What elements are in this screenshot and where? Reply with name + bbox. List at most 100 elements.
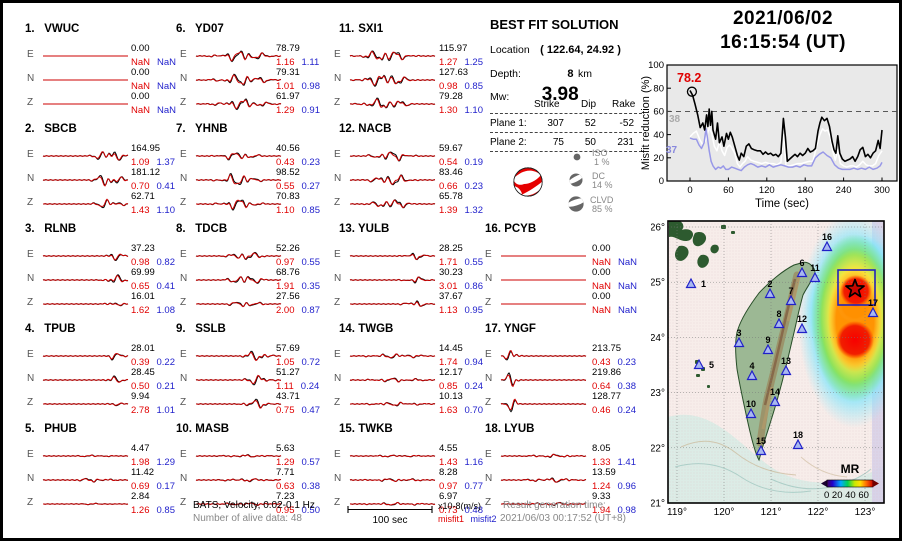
component-label: N [27, 73, 35, 84]
misfit2-value: 1.11 [301, 57, 320, 68]
synthetic-trace [500, 350, 587, 360]
misfit-values: 1.94 0.98 [592, 505, 636, 517]
misfit-values: NaN NaN [592, 305, 637, 317]
synthetic-trace [42, 275, 129, 283]
station-triangle [773, 317, 785, 329]
misfit-values: 0.85 0.24 [439, 381, 483, 393]
misfit-values: 0.98 0.85 [439, 81, 483, 93]
waveform-trace [349, 151, 436, 162]
misfit-values: 1.29 0.91 [276, 105, 320, 117]
station-number: 2. [25, 123, 35, 135]
station-number: 12. [339, 123, 355, 135]
station-number-label: 6 [799, 258, 804, 268]
amplitude-value: 127.63 [439, 67, 469, 78]
amplitude-value: 14.45 [439, 343, 463, 354]
component-label: E [334, 149, 341, 160]
misfit-values: 1.24 0.96 [592, 481, 636, 493]
waveform-trace [43, 79, 128, 81]
waveform-trace [349, 276, 436, 284]
amplitude-value: 51.27 [276, 367, 300, 378]
station-number-label: 2 [767, 279, 772, 289]
y-axis-title: Misfit reduction (%) [640, 76, 652, 170]
y-tick-label: 100 [648, 60, 664, 71]
station-number-label: 14 [770, 387, 780, 397]
waveform-trace [349, 353, 436, 359]
x-tick-label: 300 [874, 185, 890, 196]
waveform-trace [43, 55, 128, 57]
amplitude-value: 0.00 [592, 267, 611, 278]
misfit1-value: 1.29 [276, 457, 295, 468]
misfit2-value: 0.24 [464, 381, 484, 392]
misfit1-value: 1.27 [439, 57, 458, 68]
x-tick-label: 0 [687, 185, 692, 196]
misfit-values: 0.97 0.77 [439, 481, 483, 493]
station-block: 16. PCYB E 0.00 NaN NaN N 0.00 NaN NaN Z 0.00 NaN Na… [3, 223, 663, 323]
misfit-values: 1.27 1.25 [439, 57, 483, 69]
misfit1-value: 1.39 [439, 205, 458, 216]
misfit2-value: 0.55 [301, 257, 321, 268]
waveform-trace [195, 398, 282, 409]
dc-label: DC [592, 171, 605, 181]
misfit1-value: 1.94 [592, 505, 611, 516]
station-block: 3. RLNB E 37.23 0.98 0.82 N 69.99 0.65 0.41 Z 16.0… [3, 223, 663, 323]
misfit1-value: 1.01 [276, 81, 295, 92]
station-header: 1. VWUC [25, 23, 79, 35]
plane1-dip: 52 [584, 118, 596, 129]
misfit2-value: 0.24 [617, 405, 637, 416]
component-label: E [334, 449, 341, 460]
mr-heatmap [798, 221, 884, 428]
misfit1-value: 2.00 [276, 305, 295, 316]
amplitude-value: 28.25 [439, 243, 463, 254]
misfit2-value: 0.95 [464, 305, 484, 316]
misfit1-value: NaN [592, 281, 612, 292]
misfit-values: 0.70 0.41 [131, 181, 175, 193]
amplitude-value: 28.01 [131, 343, 155, 354]
station-block: 2. SBCB E 164.95 1.09 1.37 N 181.12 0.70 0.41 Z 62… [3, 123, 663, 223]
waveform-trace [500, 350, 587, 361]
station-block: 13. YULB E 28.25 1.71 0.55 N 30.23 3.01 0.86 Z 37.… [3, 223, 663, 323]
misfit1-legend-label: misfit1 [438, 514, 465, 524]
waveform-trace [195, 98, 282, 111]
station-name: PCYB [501, 223, 537, 235]
component-label: Z [180, 297, 187, 308]
misfit2-value: 0.27 [301, 181, 321, 192]
component-label: E [180, 149, 187, 160]
synthetic-trace [195, 252, 282, 260]
amplitude-value: 11.42 [131, 467, 155, 478]
amplitude-value: 0.00 [131, 91, 150, 102]
misfit2-value: NaN [618, 281, 638, 292]
misfit1-value: 1.71 [439, 257, 458, 268]
component-label: N [334, 473, 342, 484]
waveform-trace [42, 352, 129, 361]
amplitude-value: 68.76 [276, 267, 300, 278]
synthetic-trace [42, 402, 129, 406]
misfit-values: 0.66 0.23 [439, 181, 483, 193]
station-triangle [809, 271, 821, 283]
misfit2-value: NaN [618, 257, 638, 268]
component-label: Z [334, 197, 341, 208]
synthetic-trace [195, 454, 282, 458]
station-name: TDCB [192, 223, 228, 235]
amplitude-value: 98.52 [276, 167, 300, 178]
plane2-dip: 50 [584, 137, 596, 148]
misfit-series-black [689, 90, 883, 163]
misfit1-value: 0.85 [439, 381, 458, 392]
misfit2-value: 0.72 [301, 357, 321, 368]
misfit1-value: 0.75 [276, 405, 295, 416]
misfit1-value: NaN [131, 57, 151, 68]
station-number-label: 16 [822, 232, 832, 242]
amplitude-value: 61.97 [276, 91, 300, 102]
misfit2-value: NaN [157, 81, 177, 92]
component-label: N [334, 273, 342, 284]
amplitude-value: 30.23 [439, 267, 463, 278]
station-name: TWGB [355, 323, 394, 335]
synthetic-trace [349, 478, 436, 482]
misfit1-value: 1.33 [592, 457, 611, 468]
station-number: 3. [25, 223, 35, 235]
waveform-trace [349, 74, 436, 87]
epicenter-star [845, 278, 865, 298]
synthetic-trace [349, 276, 435, 283]
synthetic-trace [195, 51, 282, 62]
misfit-values: 1.33 1.41 [592, 457, 636, 469]
iso-ball-icon [573, 153, 581, 161]
